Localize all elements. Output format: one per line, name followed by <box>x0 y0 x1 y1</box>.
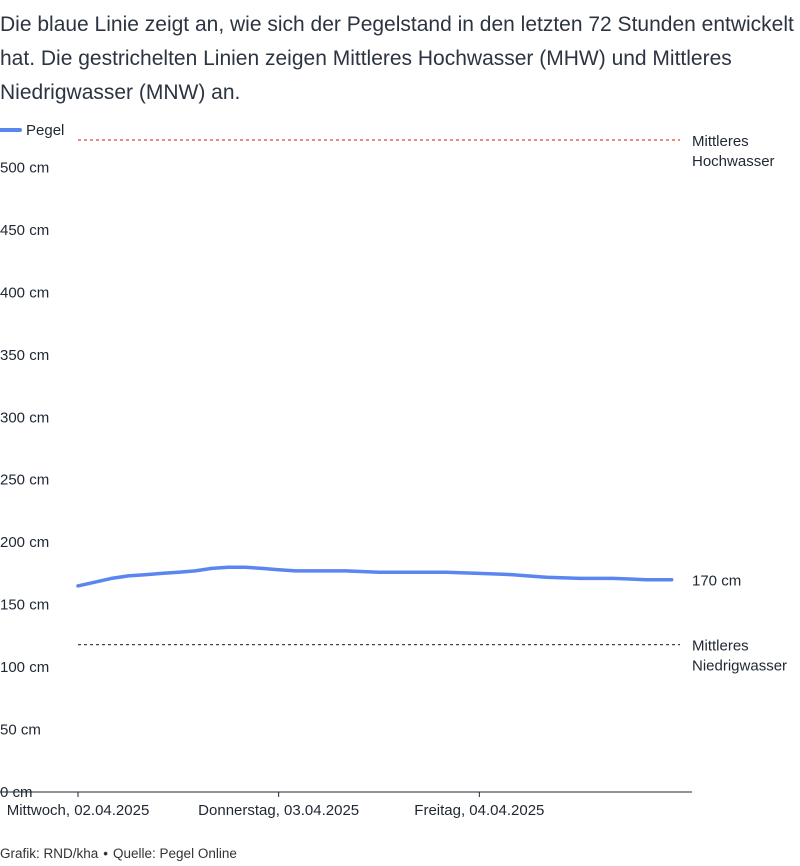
data-point <box>143 573 147 577</box>
y-tick-label: 450 cm <box>0 222 49 239</box>
credit-line: Grafik: RND/kha • Quelle: Pegel Online <box>0 846 237 861</box>
credit-grafik: Grafik: RND/kha <box>0 846 99 861</box>
data-point <box>410 570 415 574</box>
data-point <box>578 576 582 581</box>
data-point <box>93 580 97 584</box>
x-axis-ticks: Mittwoch, 02.04.2025 Donnerstag, 03.04.20… <box>7 792 544 819</box>
data-point <box>644 578 649 582</box>
y-tick-label: 350 cm <box>0 347 49 364</box>
y-tick-label: 150 cm <box>0 597 49 614</box>
reference-lines: Mittleres Hochwasser Mittleres Niedrigwasse… <box>78 133 787 675</box>
series-layer <box>76 565 674 588</box>
y-tick-label: 200 cm <box>0 534 49 551</box>
data-point <box>76 584 80 588</box>
data-point <box>444 570 448 574</box>
data-point <box>260 566 264 571</box>
data-point <box>193 569 197 573</box>
credit-separator: • <box>103 846 109 861</box>
data-point <box>611 576 615 581</box>
data-point <box>544 575 548 579</box>
series-line <box>76 565 674 588</box>
data-point <box>343 569 348 573</box>
x-tick-label: Donnerstag, 03.04.2025 <box>198 802 359 819</box>
y-tick-label: 250 cm <box>0 472 49 489</box>
data-point <box>277 568 281 572</box>
y-tick-label: 50 cm <box>0 722 41 739</box>
reference-line-label: Mittleres Niedrigwasser <box>692 638 787 675</box>
data-point <box>109 576 114 581</box>
legend: Pegel <box>0 122 64 139</box>
data-point <box>176 570 180 574</box>
data-point <box>226 565 231 569</box>
data-point <box>160 571 164 576</box>
data-point <box>243 565 247 569</box>
y-tick-label: 400 cm <box>0 284 49 301</box>
data-point <box>511 573 515 577</box>
reference-line-label: Mittleres Hochwasser <box>692 133 775 170</box>
data-point <box>210 566 214 571</box>
x-tick-label: Freitag, 04.04.2025 <box>414 802 544 819</box>
data-point <box>477 571 481 576</box>
last-value-label: 170 cm <box>692 573 741 590</box>
x-tick-label: Mittwoch, 02.04.2025 <box>7 802 150 819</box>
data-point <box>293 569 297 573</box>
chart-description: Die blaue Linie zeigt an, wie sich der P… <box>0 13 794 104</box>
data-point <box>310 569 314 573</box>
y-tick-label: 300 cm <box>0 409 49 426</box>
data-point <box>670 578 674 582</box>
y-tick-label: 100 cm <box>0 659 49 676</box>
y-tick-label: 500 cm <box>0 159 49 176</box>
data-point <box>126 574 130 578</box>
credit-source: Quelle: Pegel Online <box>113 846 237 861</box>
legend-label: Pegel <box>26 122 64 139</box>
data-point <box>377 570 381 574</box>
